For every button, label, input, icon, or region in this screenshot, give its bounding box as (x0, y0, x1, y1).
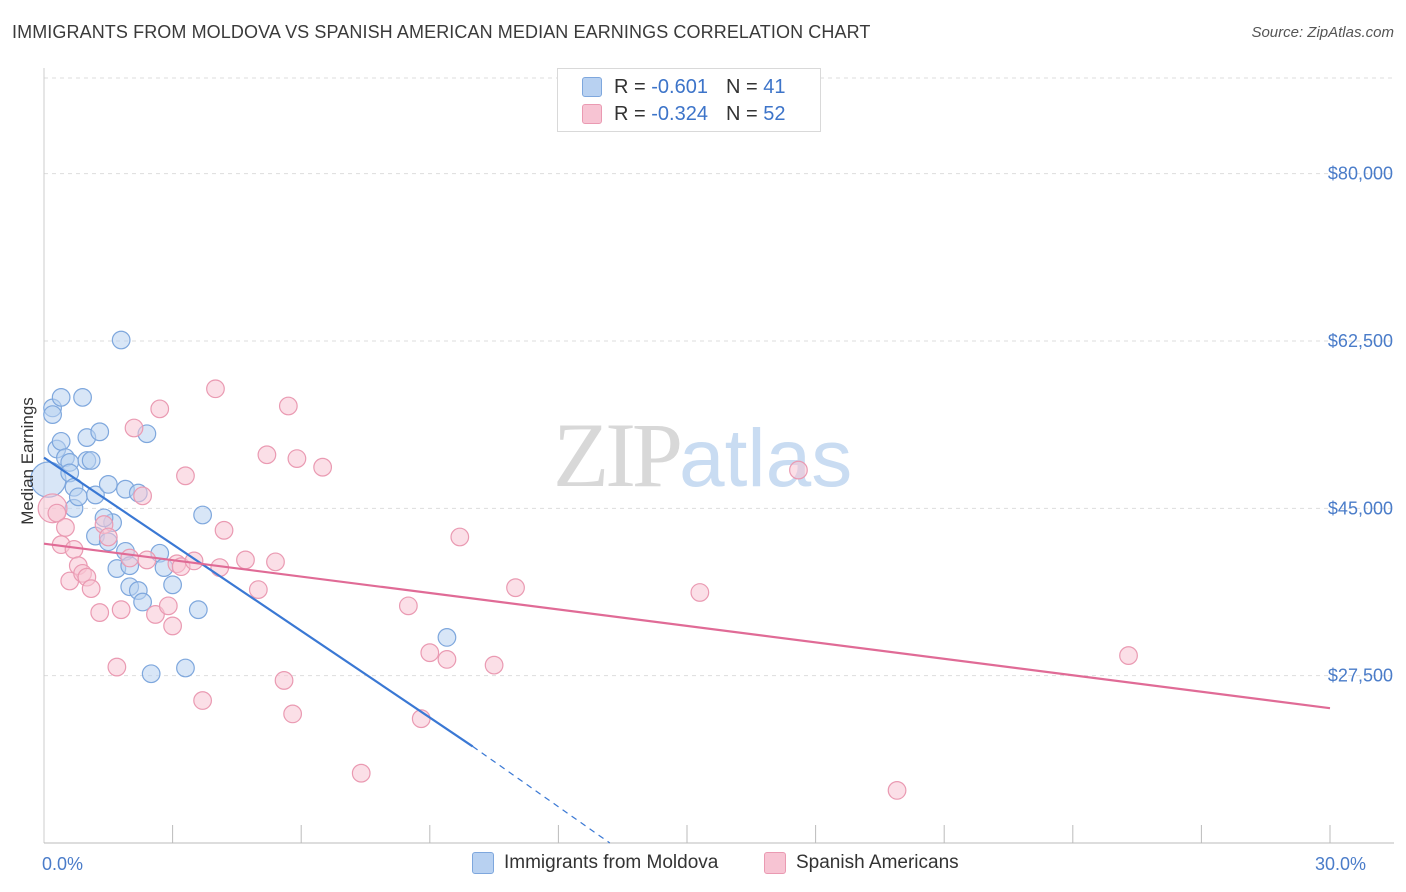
spanish-point (146, 605, 165, 624)
spanish-point (437, 650, 457, 669)
moldova-point (193, 505, 213, 525)
spanish-point (287, 449, 307, 468)
spanish-point (107, 657, 127, 677)
spanish-point (81, 579, 101, 599)
moldova-point (51, 387, 71, 407)
moldova-trend-extension (472, 745, 611, 844)
spanish-point (690, 583, 710, 602)
spanish-point (313, 457, 333, 477)
spanish-point (111, 600, 131, 620)
moldova-point (43, 405, 62, 425)
moldova-point (68, 487, 88, 507)
series-legend-label: Immigrants from Moldova (504, 852, 719, 873)
y-tick-label: $45,000 (1328, 498, 1393, 518)
spanish-point (266, 552, 285, 572)
spanish-point (98, 527, 118, 547)
spanish-point (450, 527, 470, 547)
spanish-point (64, 540, 84, 559)
spanish-point (206, 379, 225, 399)
legend-n-value: 41 (763, 75, 786, 98)
spanish-point (1119, 646, 1138, 665)
moldova-point (163, 575, 183, 595)
legend-swatch-pink (582, 104, 602, 124)
spanish-point (257, 445, 277, 465)
series-legend-moldova[interactable]: Immigrants from Moldova (472, 852, 718, 874)
series-swatch-pink (764, 852, 786, 874)
moldova-point (111, 330, 131, 350)
legend-n-value: 52 (763, 102, 786, 125)
spanish-point (506, 578, 525, 598)
spanish-point (124, 418, 144, 438)
spanish-trend-line (43, 542, 1331, 710)
spanish-point (56, 518, 75, 537)
series-swatch-blue (472, 852, 494, 874)
watermark-zip: ZIP (553, 404, 683, 506)
points-layer (30, 330, 1138, 800)
y-tick-label: $80,000 (1328, 164, 1393, 184)
watermark-atlas: atlas (679, 413, 853, 504)
label-layer: $80,000 $62,500 $45,000 $27,500 0.0% 30.0% Med… (18, 164, 1393, 874)
moldova-point (98, 475, 118, 494)
spanish-point (789, 460, 808, 480)
stats-legend-row-moldova: R = -0.601 N = 41 (582, 74, 785, 100)
spanish-point (150, 399, 170, 419)
series-legend: Immigrants from Moldova Spanish American… (0, 852, 1406, 878)
x-tick-label: 30.0% (1315, 854, 1366, 874)
spanish-point (133, 486, 152, 506)
spanish-point (248, 580, 268, 599)
spanish-point (137, 550, 157, 570)
spanish-point (484, 655, 504, 675)
y-tick-label: $27,500 (1328, 666, 1393, 686)
moldova-point (90, 422, 110, 442)
legend-r-label: R = (614, 102, 646, 125)
spanish-point (90, 603, 110, 622)
spanish-point (193, 691, 213, 710)
moldova-point (51, 431, 71, 451)
spanish-point (120, 548, 140, 568)
moldova-point (133, 592, 152, 612)
chart-title: IMMIGRANTS FROM MOLDOVA VS SPANISH AMERI… (12, 22, 871, 42)
moldova-point (73, 387, 92, 407)
legend-n-label: N = (725, 75, 758, 98)
spanish-point (236, 550, 255, 570)
spanish-point (163, 616, 183, 636)
grid-layer (44, 77, 1394, 677)
moldova-point (437, 628, 457, 647)
spanish-point (398, 596, 418, 616)
moldova-point (176, 658, 195, 678)
legend-r-label: R = (614, 75, 646, 98)
legend-r-value: -0.601 (651, 75, 708, 98)
moldova-trend-line (43, 456, 474, 748)
spanish-point (158, 596, 178, 616)
spanish-point (47, 503, 67, 523)
spanish-point (420, 643, 440, 663)
legend-swatch-blue (582, 77, 602, 97)
series-legend-label: Spanish Americans (796, 852, 959, 873)
watermark: ZIPatlas (553, 402, 852, 508)
moldova-point (81, 451, 101, 470)
moldova-point (188, 600, 208, 620)
chart-source: Source: ZipAtlas.com (1251, 24, 1394, 41)
series-legend-spanish[interactable]: Spanish Americans (764, 852, 959, 874)
stats-legend: R = -0.601 N = 41 R = -0.324 N = 52 (557, 68, 821, 132)
spanish-point (278, 396, 298, 416)
moldova-point (141, 664, 161, 684)
legend-r-value: -0.324 (651, 102, 708, 125)
legend-n-label: N = (725, 102, 758, 125)
spanish-point (283, 704, 303, 724)
spanish-point (351, 763, 371, 783)
y-axis-label: Median Earnings (18, 397, 37, 525)
x-tick-label: 0.0% (42, 854, 83, 874)
y-tick-label: $62,500 (1328, 331, 1393, 351)
spanish-point (176, 466, 195, 486)
spanish-point (274, 671, 294, 690)
spanish-point (214, 520, 234, 540)
trend-layer (43, 456, 1331, 844)
stats-legend-row-spanish: R = -0.324 N = 52 (582, 101, 785, 127)
axis-layer (43, 68, 1394, 844)
spanish-point (887, 781, 907, 800)
